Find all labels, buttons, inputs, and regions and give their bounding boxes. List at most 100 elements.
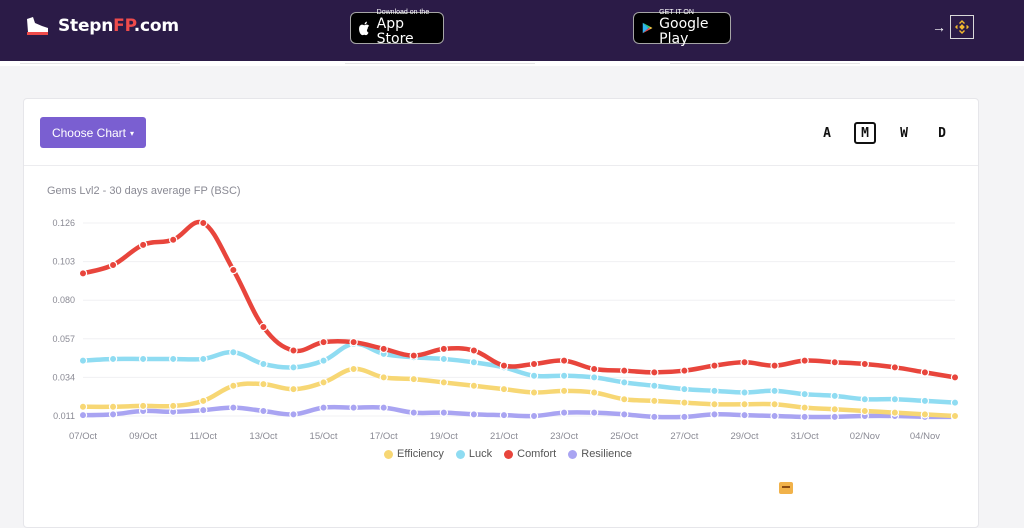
- range-month[interactable]: M: [854, 122, 876, 144]
- legend-item-efficiency[interactable]: Efficiency: [384, 448, 444, 460]
- data-point-efficiency: [169, 401, 178, 411]
- data-point-efficiency: [319, 378, 328, 387]
- y-tick-label: 0.057: [52, 334, 75, 344]
- data-point-comfort: [229, 265, 238, 275]
- x-tick-label: 19/Oct: [430, 431, 458, 442]
- range-all[interactable]: A: [823, 125, 831, 141]
- subnav-segment: [20, 61, 180, 64]
- data-point-resilience: [289, 410, 298, 419]
- data-point-comfort: [950, 373, 960, 382]
- data-point-comfort: [620, 366, 629, 375]
- x-tick-label: 29/Oct: [731, 431, 759, 442]
- y-tick-label: 0.034: [52, 372, 75, 382]
- choose-chart-button[interactable]: Choose Chart ▾: [40, 117, 146, 148]
- data-point-comfort: [499, 361, 509, 370]
- data-point-luck: [860, 395, 869, 404]
- data-point-efficiency: [559, 386, 569, 396]
- data-point-resilience: [199, 405, 208, 415]
- mascot-icon: [779, 482, 793, 494]
- google-play-button[interactable]: GET IT ON Google Play: [633, 9, 731, 47]
- data-point-luck: [529, 371, 539, 380]
- site-logo[interactable]: StepnFP.com: [24, 15, 179, 37]
- data-point-efficiency: [830, 405, 839, 414]
- data-point-efficiency: [409, 374, 418, 384]
- app-store-big-text: App Store: [376, 16, 414, 47]
- data-point-resilience: [349, 403, 358, 412]
- data-point-luck: [319, 356, 328, 365]
- legend-item-luck[interactable]: Luck: [455, 448, 492, 460]
- legend-item-resilience[interactable]: Resilience: [568, 448, 632, 460]
- app-store-button[interactable]: Download on the App Store: [350, 9, 444, 47]
- y-tick-label: 0.011: [53, 411, 75, 421]
- data-point-comfort: [529, 359, 539, 369]
- app-store-small-text: Download on the: [376, 9, 430, 16]
- data-point-efficiency: [289, 384, 298, 394]
- data-point-efficiency: [229, 381, 238, 390]
- data-point-comfort: [770, 361, 779, 370]
- chart-card: Choose Chart ▾ A M W D: [23, 98, 979, 528]
- data-point-resilience: [409, 408, 418, 417]
- data-point-luck: [650, 381, 659, 390]
- data-point-resilience: [379, 403, 388, 412]
- data-point-comfort: [319, 337, 328, 347]
- data-point-comfort: [740, 358, 749, 367]
- data-point-comfort: [169, 235, 178, 244]
- data-point-efficiency: [499, 384, 509, 394]
- data-point-efficiency: [680, 398, 689, 407]
- google-play-icon: [642, 22, 653, 34]
- data-point-comfort: [890, 363, 900, 372]
- data-point-luck: [229, 348, 238, 357]
- x-tick-label: 13/Oct: [249, 431, 277, 442]
- x-tick-label: 21/Oct: [490, 431, 518, 442]
- shoe-icon: [27, 17, 48, 35]
- legend-item-comfort[interactable]: Comfort: [504, 448, 556, 460]
- data-point-resilience: [800, 412, 809, 422]
- chevron-down-icon: ▾: [130, 129, 135, 138]
- data-point-efficiency: [529, 388, 539, 397]
- chart-legend: Efficiency Luck Comfort Resilience: [384, 448, 632, 460]
- data-point-resilience: [830, 412, 839, 422]
- data-point-luck: [830, 391, 839, 401]
- data-point-comfort: [289, 346, 298, 355]
- data-point-resilience: [680, 412, 689, 422]
- data-point-luck: [559, 371, 569, 380]
- legend-swatch: [384, 449, 393, 459]
- data-point-comfort: [469, 346, 479, 355]
- top-navbar: StepnFP.com Download on the App Store GE…: [0, 0, 1024, 61]
- data-point-resilience: [259, 406, 268, 416]
- range-week[interactable]: W: [900, 125, 908, 141]
- data-point-comfort: [199, 218, 208, 228]
- subnav-segment: [345, 61, 535, 64]
- data-point-efficiency: [349, 364, 358, 374]
- data-point-comfort: [800, 356, 809, 365]
- data-point-efficiency: [800, 403, 809, 412]
- data-point-comfort: [409, 351, 418, 360]
- data-point-efficiency: [650, 396, 659, 406]
- x-tick-label: 02/Nov: [850, 431, 880, 442]
- data-point-resilience: [620, 410, 629, 419]
- x-tick-label: 04/Nov: [910, 431, 940, 442]
- data-point-comfort: [650, 368, 659, 377]
- data-point-luck: [770, 386, 779, 396]
- legend-swatch: [568, 449, 578, 459]
- data-point-comfort: [108, 260, 118, 270]
- data-point-comfort: [379, 344, 388, 354]
- data-point-luck: [169, 354, 178, 364]
- data-point-luck: [620, 378, 629, 387]
- data-point-resilience: [589, 408, 599, 417]
- subnav-segment: [670, 61, 860, 64]
- data-point-resilience: [650, 412, 659, 422]
- legend-swatch: [504, 449, 514, 459]
- arrow-right-icon: →: [932, 19, 946, 35]
- legend-label: Efficiency: [397, 448, 444, 460]
- x-tick-label: 11/Oct: [190, 431, 218, 442]
- range-day[interactable]: D: [938, 125, 946, 141]
- data-point-resilience: [499, 410, 509, 420]
- wallet-login[interactable]: →: [932, 15, 974, 39]
- y-tick-label: 0.126: [52, 218, 75, 228]
- data-point-luck: [138, 354, 148, 364]
- data-point-luck: [890, 395, 900, 404]
- data-point-luck: [289, 363, 298, 372]
- data-point-resilience: [439, 408, 449, 417]
- data-point-luck: [950, 398, 960, 407]
